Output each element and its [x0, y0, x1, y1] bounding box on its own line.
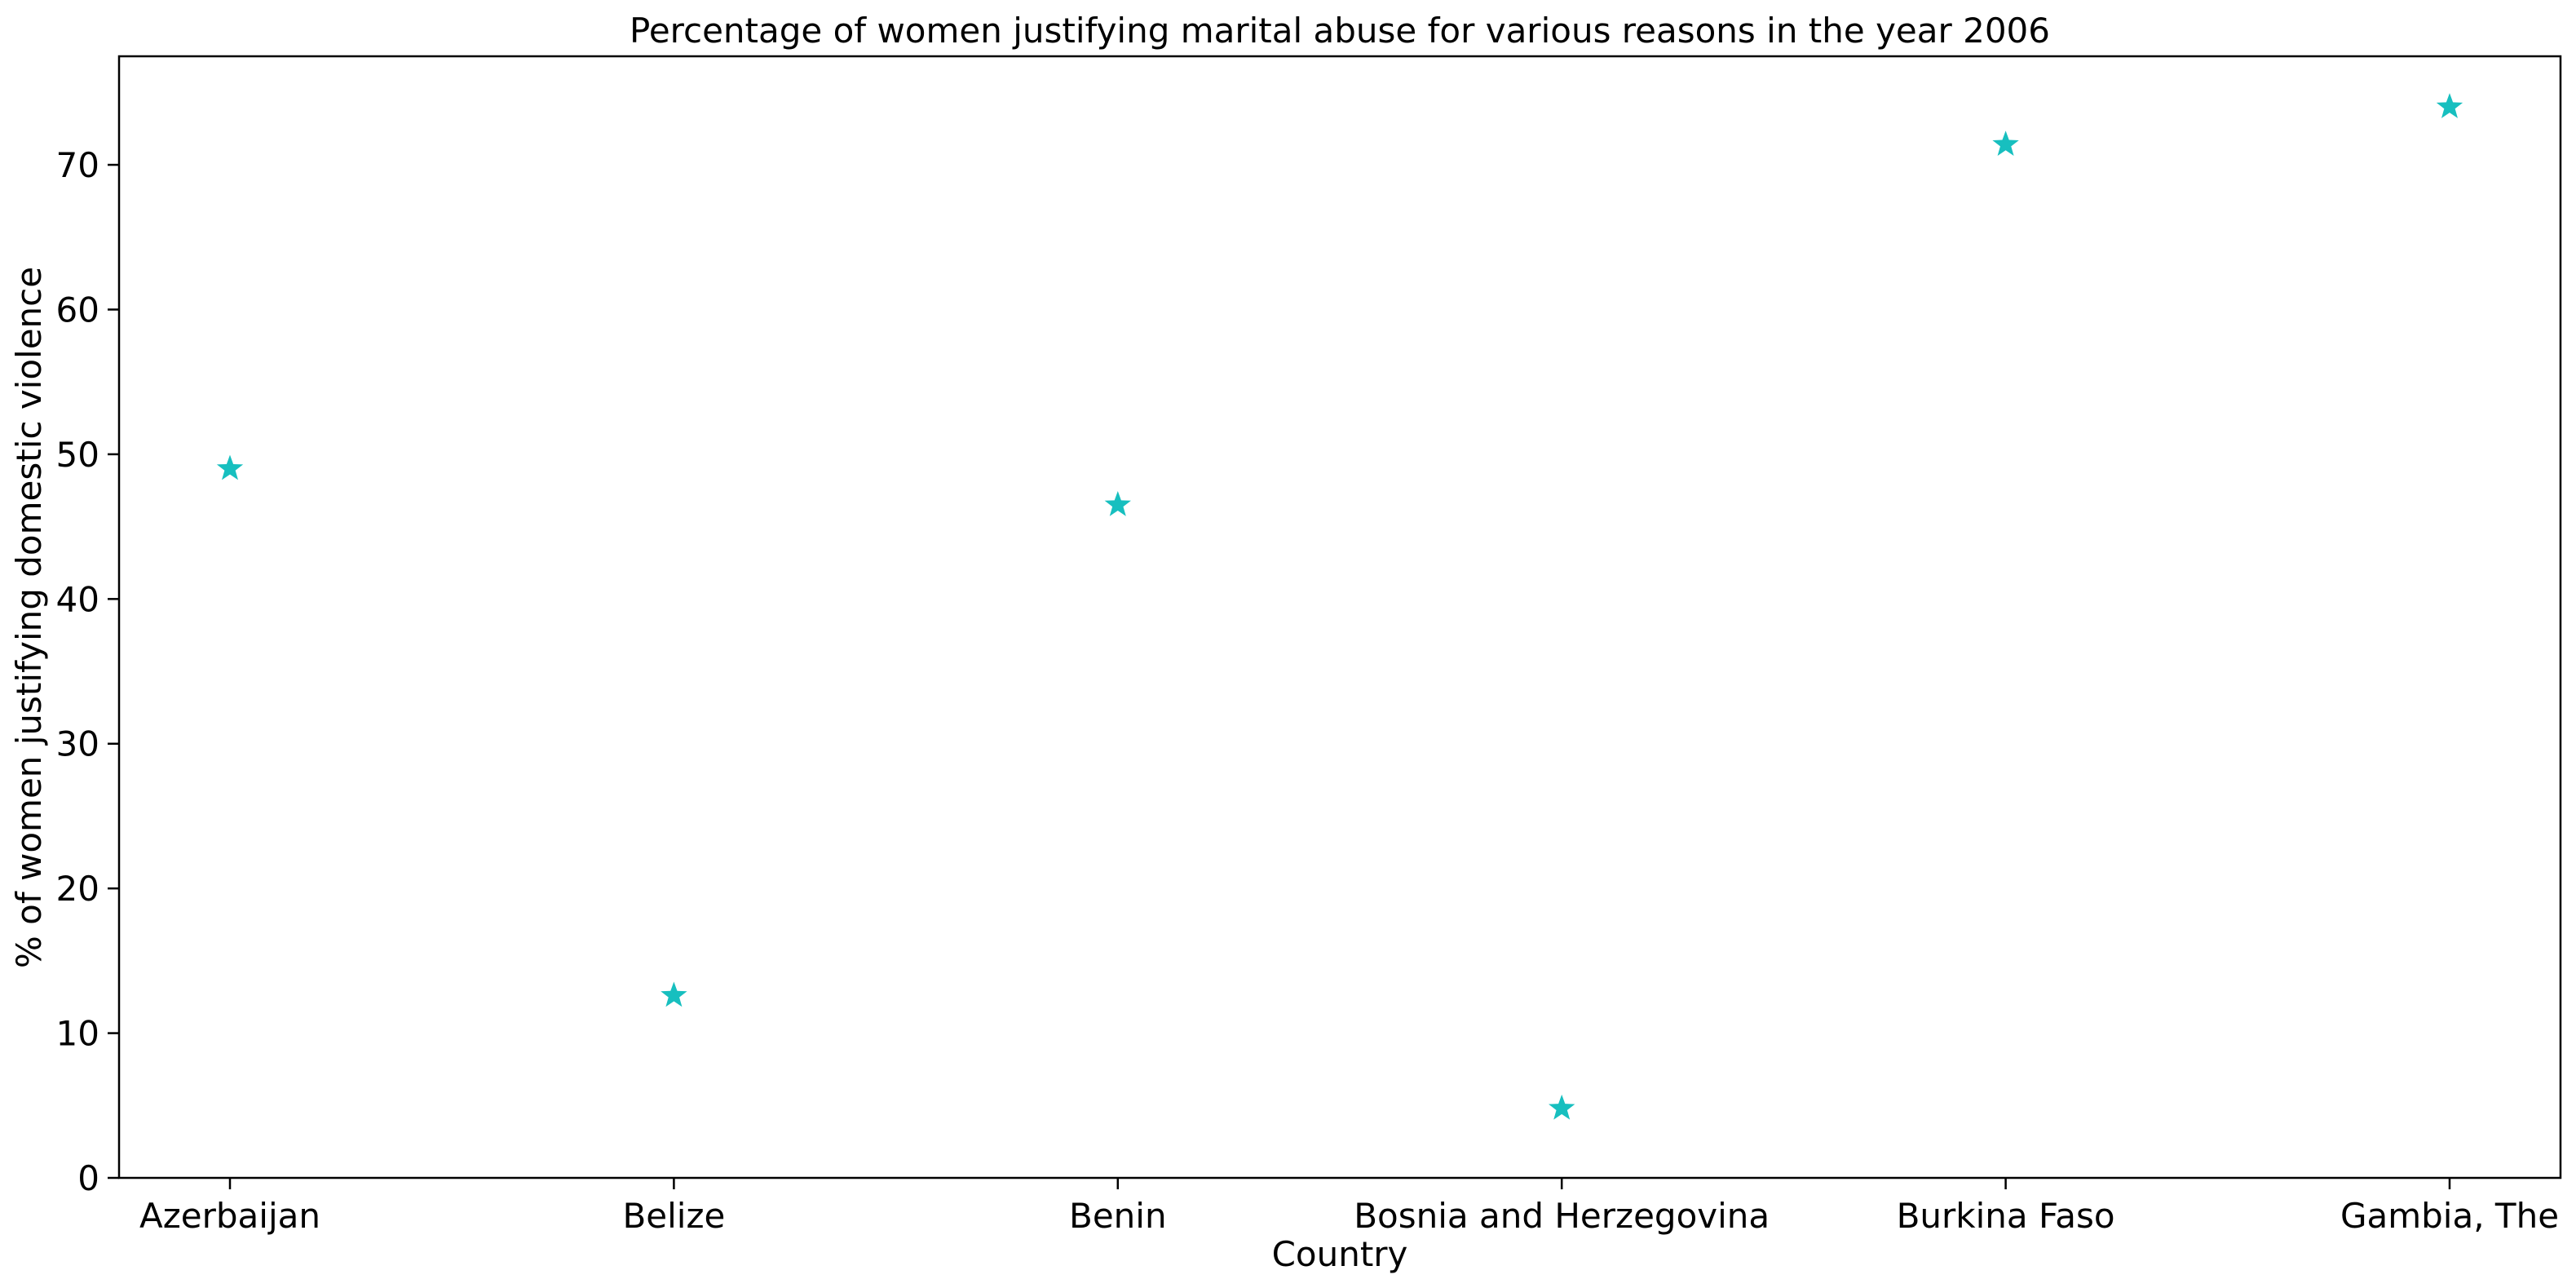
data-point-star [216, 454, 244, 480]
x-tick-label: Benin [1069, 1196, 1167, 1236]
x-tick-label: Burkina Faso [1897, 1196, 2115, 1236]
y-axis-label: % of women justifying domestic violence [9, 267, 49, 968]
data-point-star [2436, 93, 2463, 118]
y-tick-label: 50 [56, 435, 99, 475]
plot-area [117, 55, 2562, 1180]
x-tick-label: Azerbaijan [139, 1196, 320, 1236]
y-tick-label: 40 [56, 579, 99, 619]
y-axis: 0 10 20 30 40 50 60 70 [56, 145, 119, 1198]
y-tick-label: 60 [56, 290, 99, 330]
y-tick-label: 10 [56, 1014, 99, 1054]
data-point-star [661, 981, 687, 1007]
x-tick-label: Belize [622, 1196, 725, 1236]
y-tick-label: 0 [77, 1158, 99, 1198]
y-tick-label: 20 [56, 869, 99, 909]
x-axis: Azerbaijan Belize Benin Bosnia and Herzegov… [139, 1178, 2559, 1236]
x-tick-label: Bosnia and Herzegovina [1354, 1196, 1770, 1236]
data-point-star [1992, 131, 2019, 156]
x-axis-label: Country [1272, 1234, 1408, 1274]
data-points [216, 93, 2463, 1120]
y-tick-label: 70 [56, 145, 99, 185]
chart-title: Percentage of women justifying marital a… [630, 11, 2050, 51]
y-tick-label: 30 [56, 724, 99, 764]
data-point-star [1549, 1094, 1575, 1120]
data-point-star [1104, 491, 1131, 516]
x-tick-label: Gambia, The [2340, 1196, 2559, 1236]
